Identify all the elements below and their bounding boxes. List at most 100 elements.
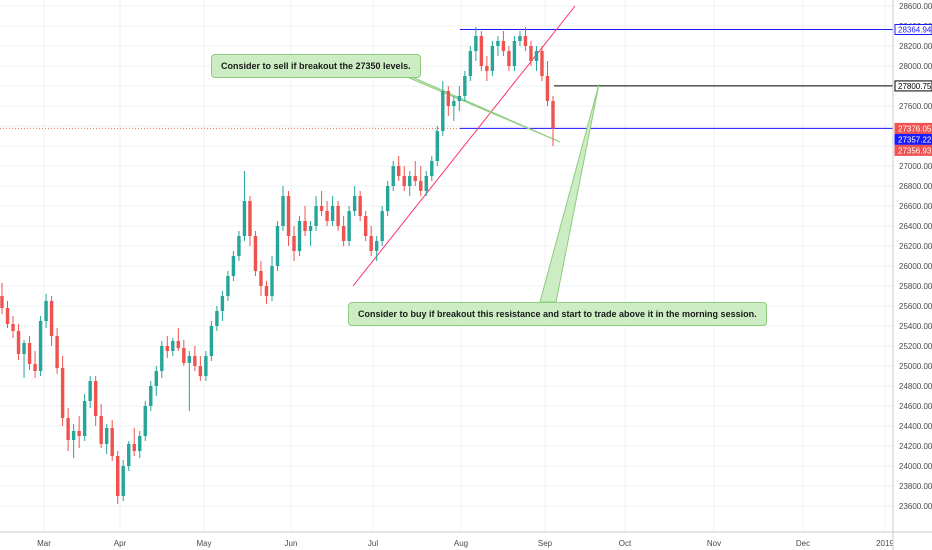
candle-body: [104, 428, 109, 444]
candle-body: [220, 296, 225, 311]
candle-body: [93, 381, 98, 416]
candle-body: [160, 346, 164, 371]
candle-body: [5, 308, 10, 324]
candle-body: [336, 206, 340, 226]
price-tag: [894, 122, 932, 134]
candle-body: [485, 66, 489, 71]
y-tick-label: 26200.00: [899, 242, 932, 251]
candle-body: [138, 436, 142, 451]
candle-body: [99, 416, 103, 444]
candle-body: [374, 241, 379, 251]
candle-body: [358, 196, 362, 216]
y-tick-label: 25400.00: [899, 322, 932, 331]
candle-body: [171, 341, 175, 351]
candle-body: [127, 444, 131, 466]
y-tick-label: 27000.00: [899, 162, 932, 171]
candle-body: [419, 181, 423, 191]
x-tick-label: Apr: [114, 539, 127, 548]
y-tick-label: 25200.00: [899, 342, 932, 351]
candle-body: [397, 166, 401, 176]
candle-body: [463, 76, 467, 96]
candle-body: [490, 46, 495, 71]
candle-body: [308, 226, 313, 231]
candle-body: [496, 41, 500, 46]
x-tick-label: Jul: [368, 539, 378, 548]
candle-body: [226, 276, 230, 296]
candle-body: [55, 336, 59, 368]
candle-body: [209, 326, 214, 356]
candle-body: [545, 76, 550, 101]
y-tick-label: 26800.00: [899, 182, 932, 191]
candle-body: [347, 211, 351, 241]
candle-body: [187, 356, 192, 363]
candle-body: [319, 206, 324, 211]
candle-body: [270, 266, 274, 296]
candle-body: [325, 211, 329, 221]
x-tick-label: Oct: [619, 539, 632, 548]
candle-body: [540, 51, 544, 76]
candle-body: [534, 51, 539, 61]
y-tick-label: 25000.00: [899, 362, 932, 371]
candle-body: [341, 226, 346, 241]
candle-body: [132, 444, 136, 451]
candle-body: [231, 256, 236, 276]
candle-body: [88, 381, 92, 401]
candle-body: [314, 206, 318, 226]
candle-body: [60, 368, 65, 418]
price-tag-label: 27800.75: [898, 82, 932, 91]
candle-body: [385, 186, 390, 211]
candle-body: [352, 196, 357, 211]
price-tag-label: 28364.94: [898, 26, 932, 35]
y-tick-label: 24400.00: [899, 422, 932, 431]
candle-body: [248, 201, 252, 236]
y-tick-label: 28200.00: [899, 42, 932, 51]
price-tag: [894, 133, 932, 145]
x-tick-label: May: [196, 539, 211, 548]
candle-body: [116, 456, 120, 496]
candle-body: [242, 201, 247, 236]
candle-body: [38, 321, 43, 371]
y-tick-label: 25600.00: [899, 302, 932, 311]
candle-body: [149, 386, 153, 406]
candle-body: [22, 343, 26, 354]
y-tick-label: 28000.00: [899, 62, 932, 71]
buy-callout-pointer: [539, 83, 600, 303]
candle-body: [71, 431, 76, 440]
candle-body: [11, 324, 15, 331]
candle-body: [237, 236, 241, 256]
y-tick-label: 28600.00: [899, 2, 932, 11]
y-tick-label: 26600.00: [899, 202, 932, 211]
price-tag: [894, 24, 932, 36]
candle-body: [452, 101, 456, 106]
y-tick-label: 26000.00: [899, 262, 932, 271]
candle-body: [121, 466, 125, 496]
candle-body: [286, 196, 291, 236]
candle-body: [275, 226, 280, 266]
sell-annotation[interactable]: Consider to sell if breakout the 27350 l…: [211, 54, 421, 78]
candle-body: [408, 176, 412, 186]
candle-body: [446, 91, 451, 106]
candle-body: [165, 346, 170, 351]
x-tick-label: Aug: [454, 539, 468, 548]
candle-body: [204, 356, 208, 376]
x-tick-label: Dec: [796, 539, 810, 548]
candle-body: [27, 343, 32, 364]
candle-body: [512, 41, 517, 66]
buy-annotation[interactable]: Consider to buy if breakout this resista…: [348, 302, 767, 326]
candle-body: [77, 431, 81, 436]
x-tick-label: Jun: [285, 539, 298, 548]
candle-body: [0, 296, 4, 308]
candle-body: [479, 36, 484, 66]
candle-body: [259, 271, 263, 286]
candle-body: [110, 428, 114, 456]
candle-body: [253, 236, 258, 271]
candle-body: [182, 348, 186, 363]
candle-body: [198, 366, 203, 376]
price-tag-label: 27356.93: [898, 146, 932, 155]
y-tick-label: 23600.00: [899, 502, 932, 511]
candle-body: [303, 221, 307, 231]
candle-body: [507, 51, 511, 66]
candle-body: [435, 131, 439, 161]
y-tick-label: 25800.00: [899, 282, 932, 291]
